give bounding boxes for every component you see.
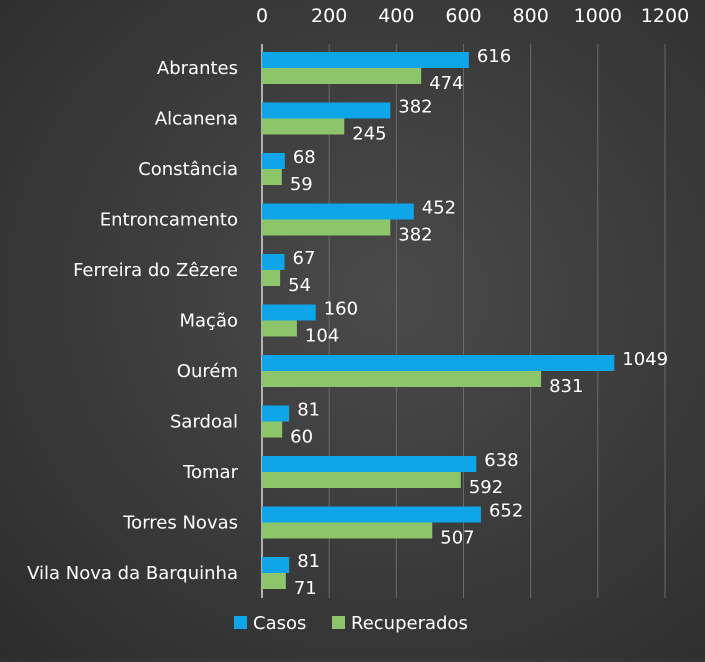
data-label: 245 bbox=[352, 124, 386, 145]
category-label: Alcanena bbox=[155, 109, 238, 130]
bar-casos-5 bbox=[262, 304, 316, 321]
x-tick-label: 800 bbox=[513, 5, 549, 27]
legend-label-casos: Casos bbox=[253, 613, 306, 634]
data-label: 67 bbox=[293, 248, 316, 269]
bar-recuperados-5 bbox=[262, 320, 297, 337]
x-tick-label: 1000 bbox=[574, 5, 622, 27]
data-label: 59 bbox=[290, 174, 313, 195]
data-label: 60 bbox=[290, 427, 313, 448]
bar-recuperados-8 bbox=[262, 472, 461, 488]
category-label: Abrantes bbox=[157, 58, 238, 79]
data-label: 1049 bbox=[622, 349, 668, 370]
legend-label-recuperados: Recuperados bbox=[351, 613, 468, 634]
legend: Casos Recuperados bbox=[234, 613, 468, 634]
category-label: Vila Nova da Barquinha bbox=[27, 563, 238, 584]
data-label: 382 bbox=[398, 225, 432, 246]
category-label: Mação bbox=[180, 311, 239, 332]
bar-casos-2 bbox=[262, 153, 285, 169]
data-label: 382 bbox=[398, 97, 432, 118]
data-label: 638 bbox=[484, 450, 518, 471]
bar-casos-9 bbox=[262, 506, 481, 523]
x-axis-ticks: 0 200 400 600 800 1000 1200 bbox=[256, 5, 689, 27]
bar-recuperados-2 bbox=[262, 169, 282, 185]
bar-casos-6 bbox=[262, 355, 615, 371]
legend-swatch-recuperados bbox=[332, 616, 345, 629]
bar-casos-1 bbox=[262, 102, 391, 119]
bar-casos-3 bbox=[262, 203, 414, 220]
data-label: 68 bbox=[293, 147, 316, 168]
x-tick-label: 0 bbox=[256, 5, 268, 27]
category-label: Entroncamento bbox=[100, 210, 238, 231]
data-label: 104 bbox=[305, 326, 339, 347]
bar-recuperados-3 bbox=[262, 219, 391, 236]
category-label: Ourém bbox=[177, 361, 238, 382]
bar-recuperados-1 bbox=[262, 118, 345, 135]
data-label: 452 bbox=[422, 198, 456, 219]
bar-recuperados-9 bbox=[262, 522, 433, 539]
bar-recuperados-10 bbox=[262, 573, 286, 589]
bar-casos-8 bbox=[262, 456, 477, 472]
data-label: 652 bbox=[489, 501, 523, 522]
data-label: 474 bbox=[429, 73, 463, 94]
bar-casos-4 bbox=[262, 254, 285, 270]
data-label: 71 bbox=[294, 578, 317, 599]
data-label: 592 bbox=[469, 477, 503, 498]
x-tick-label: 200 bbox=[311, 5, 347, 27]
data-label: 507 bbox=[440, 528, 474, 549]
bar-casos-0 bbox=[262, 52, 469, 68]
category-label: Torres Novas bbox=[122, 513, 238, 534]
bar-recuperados-7 bbox=[262, 421, 283, 438]
bar-recuperados-0 bbox=[262, 68, 422, 84]
data-label: 831 bbox=[549, 376, 583, 397]
x-tick-label: 400 bbox=[378, 5, 414, 27]
category-labels: Abrantes Alcanena Constância Entroncamento F… bbox=[27, 58, 238, 584]
category-label: Constância bbox=[138, 159, 238, 180]
data-label: 54 bbox=[288, 275, 311, 296]
data-label: 616 bbox=[477, 46, 511, 67]
category-label: Sardoal bbox=[170, 412, 238, 433]
x-tick-label: 1200 bbox=[641, 5, 689, 27]
data-label: 81 bbox=[297, 400, 320, 421]
bars: 616 474 382 245 68 59 452 382 67 54 160 104 1049 831 8… bbox=[262, 46, 668, 599]
category-label: Tomar bbox=[182, 462, 239, 483]
bar-recuperados-4 bbox=[262, 270, 281, 286]
category-label: Ferreira do Zêzere bbox=[73, 260, 238, 281]
bar-casos-7 bbox=[262, 405, 290, 422]
legend-swatch-casos bbox=[234, 616, 247, 629]
data-label: 81 bbox=[297, 551, 320, 572]
data-label: 160 bbox=[324, 299, 358, 320]
x-tick-label: 600 bbox=[445, 5, 481, 27]
bar-casos-10 bbox=[262, 557, 290, 573]
bar-recuperados-6 bbox=[262, 371, 542, 387]
